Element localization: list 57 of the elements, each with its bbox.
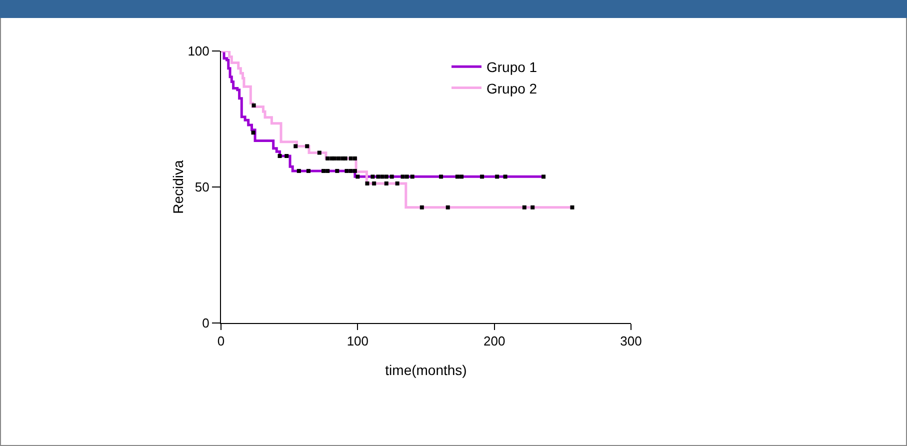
point bbox=[395, 181, 400, 186]
y-tick-label: 50 bbox=[194, 180, 210, 195]
point bbox=[356, 174, 360, 179]
point bbox=[284, 154, 289, 158]
point bbox=[352, 156, 357, 160]
point bbox=[348, 168, 353, 173]
point bbox=[404, 174, 409, 179]
point bbox=[420, 205, 424, 210]
point bbox=[380, 174, 384, 179]
legend-label: Grupo 2 bbox=[486, 80, 538, 96]
x-axis-title: time(months) bbox=[385, 362, 467, 378]
x-tick-label: 100 bbox=[346, 334, 369, 349]
point bbox=[335, 168, 340, 173]
y-axis-title: Recidiva bbox=[170, 160, 186, 214]
point bbox=[370, 174, 375, 179]
x-tick-label: 300 bbox=[620, 334, 642, 349]
point bbox=[343, 156, 348, 160]
point bbox=[352, 168, 357, 173]
point bbox=[400, 174, 405, 179]
point bbox=[522, 205, 526, 210]
point bbox=[570, 205, 574, 210]
point bbox=[251, 130, 256, 135]
point bbox=[384, 174, 388, 179]
point bbox=[365, 181, 370, 186]
point bbox=[530, 205, 535, 210]
point bbox=[326, 156, 330, 160]
x-tick-label: 0 bbox=[217, 334, 225, 349]
point bbox=[390, 174, 394, 179]
point bbox=[384, 181, 388, 186]
point bbox=[336, 156, 341, 160]
point bbox=[410, 174, 414, 179]
point bbox=[446, 205, 450, 210]
point bbox=[306, 168, 310, 173]
point bbox=[252, 103, 256, 108]
point bbox=[322, 168, 326, 173]
point bbox=[348, 156, 353, 160]
x-tick-label: 200 bbox=[483, 334, 506, 349]
point bbox=[344, 168, 349, 173]
legend-label: Grupo 1 bbox=[486, 59, 538, 76]
point bbox=[317, 150, 322, 155]
y-tick-label: 0 bbox=[202, 316, 210, 331]
point bbox=[455, 174, 460, 179]
point bbox=[376, 174, 380, 179]
point bbox=[372, 181, 376, 186]
point bbox=[495, 174, 500, 179]
point bbox=[305, 144, 310, 148]
point bbox=[542, 174, 546, 179]
point bbox=[439, 174, 444, 179]
point bbox=[480, 174, 484, 179]
point bbox=[294, 144, 298, 148]
point bbox=[278, 154, 282, 158]
point bbox=[296, 168, 301, 173]
point bbox=[332, 156, 336, 160]
point bbox=[460, 174, 464, 179]
y-tick-label: 100 bbox=[188, 44, 210, 59]
point bbox=[503, 174, 508, 179]
point bbox=[326, 168, 330, 173]
